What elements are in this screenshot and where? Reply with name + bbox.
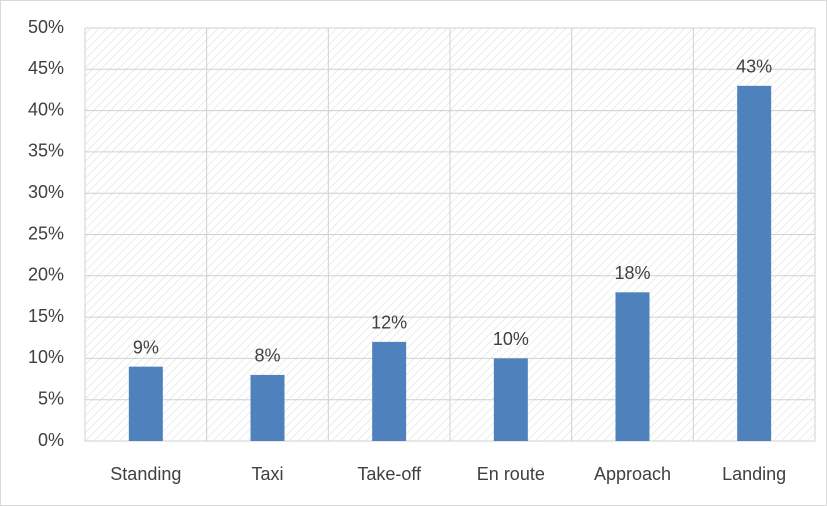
y-tick-label: 15% bbox=[28, 306, 64, 326]
x-tick-label: Approach bbox=[594, 464, 671, 484]
x-tick-label: En route bbox=[477, 464, 545, 484]
bar bbox=[372, 341, 407, 441]
y-tick-label: 5% bbox=[38, 388, 64, 408]
y-tick-label: 35% bbox=[28, 141, 64, 161]
y-tick-label: 25% bbox=[28, 223, 64, 243]
y-tick-label: 20% bbox=[28, 265, 64, 285]
value-label: 10% bbox=[493, 329, 529, 349]
y-tick-label: 40% bbox=[28, 99, 64, 119]
y-tick-label: 10% bbox=[28, 347, 64, 367]
value-label: 8% bbox=[254, 346, 280, 366]
bar bbox=[737, 85, 772, 441]
y-tick-label: 0% bbox=[38, 430, 64, 450]
x-tick-label: Standing bbox=[110, 464, 181, 484]
bar bbox=[128, 366, 163, 441]
bar bbox=[250, 374, 285, 441]
y-tick-label: 30% bbox=[28, 182, 64, 202]
value-label: 43% bbox=[736, 57, 772, 77]
value-label: 9% bbox=[133, 337, 159, 357]
x-tick-label: Take-off bbox=[357, 464, 422, 484]
y-tick-label: 45% bbox=[28, 58, 64, 78]
x-tick-label: Taxi bbox=[251, 464, 283, 484]
y-tick-label: 50% bbox=[28, 17, 64, 37]
value-label: 12% bbox=[371, 313, 407, 333]
bar bbox=[615, 292, 650, 441]
value-label: 18% bbox=[614, 263, 650, 283]
x-tick-label: Landing bbox=[722, 464, 786, 484]
bar bbox=[493, 358, 528, 441]
